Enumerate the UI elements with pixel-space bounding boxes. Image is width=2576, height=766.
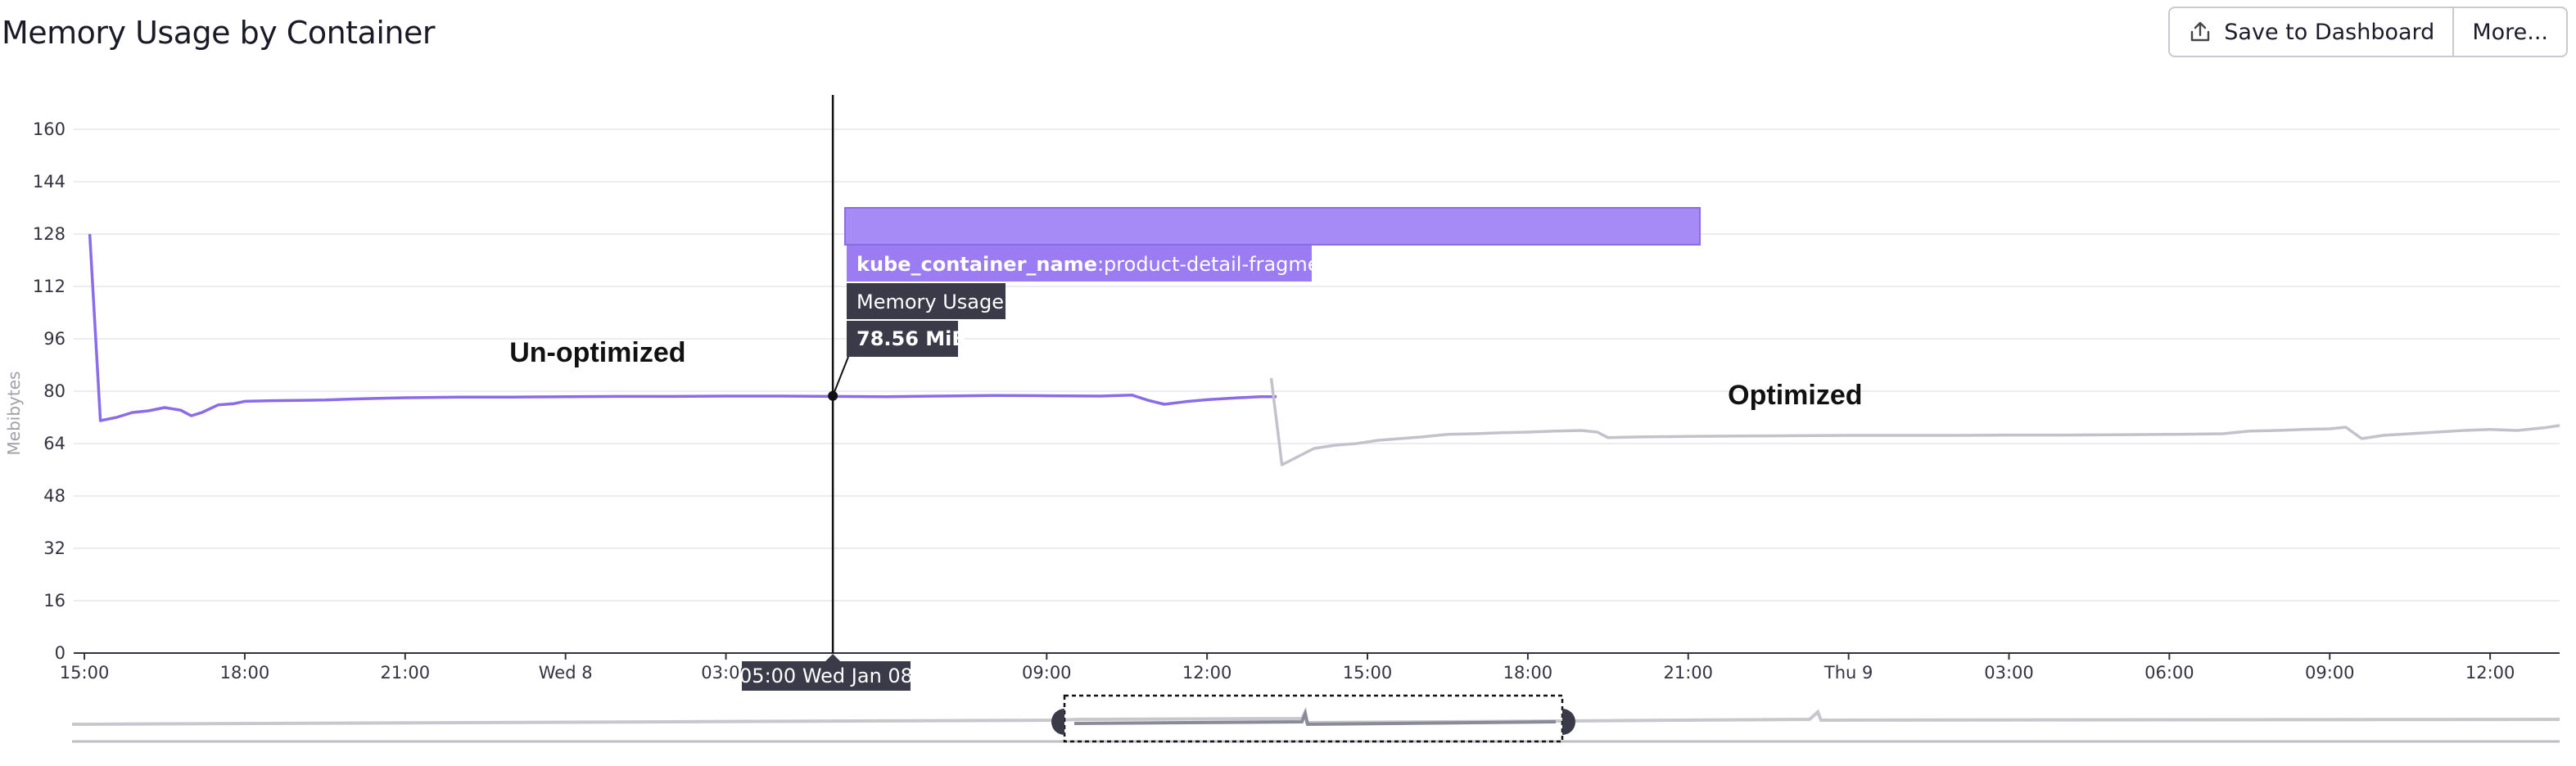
x-tick-label: 06:00 [2144, 663, 2194, 683]
crosshair-time-badge: 05:00 Wed Jan 08 [739, 654, 913, 691]
upload-icon [2191, 21, 2210, 42]
navigator-selected-line [1073, 708, 1557, 727]
hover-tooltip: kube_container_name:product-detail-fragm… [832, 207, 1701, 397]
tooltip-metric-box [847, 283, 1006, 319]
time-range-navigator[interactable] [71, 694, 2560, 743]
y-tick-label: 160 [33, 119, 66, 139]
y-tick-label: 16 [43, 591, 66, 611]
tooltip-value-label: 78.56 MiB [856, 327, 967, 350]
tooltip-tag-value: :product-detail-fragment [1097, 253, 1340, 276]
more-button[interactable]: More... [2452, 8, 2566, 56]
x-tick-label: Thu 9 [1824, 663, 1873, 683]
series-line-unoptimized [88, 233, 1277, 422]
y-tick-label: 32 [43, 538, 66, 558]
page-title: Memory Usage by Container [2, 15, 435, 51]
y-tick-label: 128 [33, 224, 66, 244]
tooltip-highlight-bar [844, 207, 1701, 246]
y-tick-label: 0 [55, 643, 66, 663]
navigator-left-handle[interactable] [1051, 709, 1064, 735]
tooltip-tag: kube_container_name:product-detail-fragm… [856, 253, 1340, 276]
series-lines [88, 233, 2560, 466]
x-tick-label: 03:00 [1984, 663, 2034, 683]
toolbar-button-group: Save to Dashboard More... [2168, 7, 2568, 57]
annotation-label: Optimized [1728, 380, 1862, 411]
x-tick-label: 21:00 [381, 663, 431, 683]
grid-lines [74, 128, 2560, 602]
y-tick-label: 48 [43, 486, 66, 506]
tooltip-metric-label: Memory Usage [856, 291, 1004, 313]
time-badge-pointer [825, 654, 841, 661]
x-tick-label: 12:00 [2465, 663, 2515, 683]
y-tick-label: 112 [33, 277, 66, 296]
navigator-right-handle[interactable] [1562, 709, 1575, 735]
x-tick-label: Wed 8 [539, 663, 593, 683]
x-tick-label: 09:00 [1022, 663, 1072, 683]
y-tick-label: 96 [43, 329, 66, 349]
x-tick-label: 15:00 [60, 663, 110, 683]
series-line-optimized [1269, 377, 2560, 466]
annotations: Un-optimized Optimized [509, 337, 1862, 411]
annotation-label: Un-optimized [509, 337, 685, 368]
x-tick-label: 18:00 [220, 663, 270, 683]
x-axis-ticks: 15:00 18:00 21:00 Wed 8 03:00 09:00 12:00 15:00… [60, 653, 2515, 683]
x-tick-label: 09:00 [2305, 663, 2355, 683]
y-tick-label: 64 [43, 434, 66, 453]
tooltip-tag-key: kube_container_name [856, 253, 1097, 276]
time-badge-label: 05:00 Wed Jan 08 [739, 665, 913, 687]
y-tick-label: 144 [33, 172, 66, 192]
x-tick-label: 18:00 [1503, 663, 1553, 683]
x-tick-label: 21:00 [1664, 663, 1714, 683]
time-badge-box [742, 661, 911, 691]
y-axis-label: Mebibytes [4, 372, 24, 456]
y-tick-label: 80 [43, 381, 66, 401]
tooltip-leader-line [832, 356, 849, 397]
crosshair-point [828, 390, 838, 401]
save-to-dashboard-button[interactable]: Save to Dashboard [2170, 8, 2452, 56]
x-tick-label: 15:00 [1343, 663, 1393, 683]
save-to-dashboard-label: Save to Dashboard [2224, 19, 2435, 45]
tooltip-value-box [847, 321, 958, 357]
x-tick-label: 12:00 [1182, 663, 1232, 683]
tooltip-tag-box [847, 246, 1312, 282]
y-axis-ticks: 0 16 32 48 64 80 96 112 128 144 160 [33, 119, 66, 663]
navigator-overview-line [71, 706, 2560, 726]
